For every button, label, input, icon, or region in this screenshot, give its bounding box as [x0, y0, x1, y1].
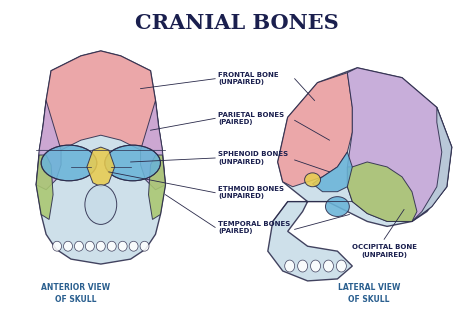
Polygon shape	[412, 107, 452, 222]
Ellipse shape	[53, 241, 62, 251]
Polygon shape	[36, 155, 53, 219]
Text: SPHENOID BONES
(UNPAIRED): SPHENOID BONES (UNPAIRED)	[218, 151, 288, 165]
Polygon shape	[312, 152, 352, 192]
Text: LATERAL VIEW
OF SKULL: LATERAL VIEW OF SKULL	[338, 283, 401, 304]
Text: TEMPORAL BONES
(PAIRED): TEMPORAL BONES (PAIRED)	[218, 221, 291, 234]
Ellipse shape	[105, 145, 161, 181]
Ellipse shape	[337, 260, 346, 272]
Polygon shape	[148, 155, 165, 219]
Ellipse shape	[41, 145, 97, 181]
Ellipse shape	[96, 241, 105, 251]
Ellipse shape	[85, 241, 94, 251]
Ellipse shape	[118, 241, 127, 251]
Text: CRANIAL BONES: CRANIAL BONES	[135, 13, 339, 33]
Ellipse shape	[107, 241, 116, 251]
Ellipse shape	[326, 197, 349, 216]
Polygon shape	[36, 51, 165, 264]
Ellipse shape	[323, 260, 333, 272]
Polygon shape	[278, 73, 352, 187]
Ellipse shape	[74, 241, 83, 251]
Ellipse shape	[129, 241, 138, 251]
Polygon shape	[36, 100, 61, 190]
Ellipse shape	[310, 260, 320, 272]
Ellipse shape	[85, 185, 117, 224]
Ellipse shape	[140, 241, 149, 251]
Ellipse shape	[64, 241, 73, 251]
Ellipse shape	[305, 173, 320, 187]
Ellipse shape	[298, 260, 308, 272]
Polygon shape	[347, 68, 452, 222]
Text: FRONTAL BONE
(UNPAIRED): FRONTAL BONE (UNPAIRED)	[218, 72, 279, 85]
Ellipse shape	[285, 260, 295, 272]
Text: PARIETAL BONES
(PAIRED): PARIETAL BONES (PAIRED)	[218, 112, 284, 125]
Polygon shape	[141, 100, 165, 190]
Polygon shape	[87, 147, 115, 187]
Polygon shape	[268, 68, 452, 281]
Text: ETHMOID BONES
(UNPAIRED): ETHMOID BONES (UNPAIRED)	[218, 186, 284, 199]
Polygon shape	[347, 162, 417, 222]
Text: ANTERIOR VIEW
OF SKULL: ANTERIOR VIEW OF SKULL	[41, 283, 110, 304]
Text: OCCIPITAL BONE
(UNPAIRED): OCCIPITAL BONE (UNPAIRED)	[352, 244, 417, 258]
Polygon shape	[39, 51, 163, 150]
